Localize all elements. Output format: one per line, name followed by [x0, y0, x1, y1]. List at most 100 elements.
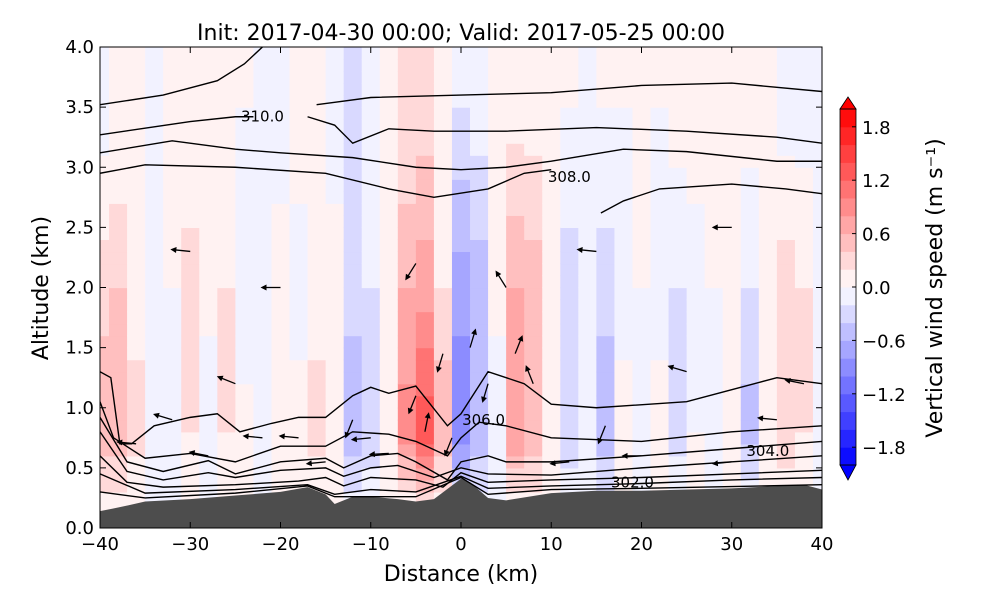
- field-cell: [343, 119, 363, 132]
- field-cell: [163, 191, 182, 204]
- field-cell: [704, 347, 724, 361]
- field-cell: [668, 371, 688, 385]
- field-cell: [596, 227, 616, 240]
- field-cell: [325, 323, 345, 337]
- field-cell: [397, 443, 417, 457]
- field-cell: [794, 299, 814, 313]
- field-cell: [181, 383, 200, 397]
- theta-contour-line: [100, 370, 822, 445]
- field-cell: [650, 107, 670, 120]
- colorbar: 1.81.20.60.0−0.6−1.2−1.8: [839, 96, 906, 481]
- field-cell: [524, 47, 543, 60]
- field-cell: [253, 299, 273, 313]
- wind-vector-head: [350, 436, 358, 443]
- field-cell: [740, 131, 760, 144]
- field-cell: [415, 275, 435, 289]
- field-cell: [379, 239, 399, 253]
- x-tick-label: 30: [720, 534, 743, 555]
- field-cell: [596, 395, 616, 409]
- field-cell: [722, 287, 742, 301]
- field-cell: [758, 119, 778, 132]
- field-cell: [470, 275, 489, 289]
- field-cell: [470, 71, 489, 84]
- field-cell: [614, 131, 634, 144]
- field-cell: [145, 299, 164, 313]
- colorbar-swatch: [840, 429, 856, 448]
- field-cell: [650, 395, 670, 409]
- field-cell: [686, 407, 706, 421]
- field-cell: [343, 95, 363, 108]
- field-cell: [163, 347, 182, 361]
- field-cell: [722, 71, 742, 84]
- wind-vector-head: [711, 460, 719, 467]
- field-cell: [794, 107, 814, 120]
- field-cell: [650, 431, 670, 445]
- field-cell: [812, 479, 822, 493]
- field-cell: [722, 323, 742, 337]
- field-cell: [235, 239, 255, 253]
- field-cell: [506, 107, 525, 120]
- wind-vector: [216, 375, 236, 385]
- field-cell: [145, 95, 164, 108]
- field-cell: [163, 203, 182, 216]
- field-cell: [560, 371, 579, 385]
- field-cell: [145, 71, 164, 84]
- colorbar-swatch: [840, 393, 856, 413]
- field-cell: [614, 179, 634, 192]
- field-cell: [668, 131, 688, 144]
- field-cell: [470, 179, 489, 192]
- field-cell: [560, 263, 579, 277]
- field-cell: [794, 443, 814, 457]
- theta-contour-line: [100, 140, 822, 171]
- field-cell: [361, 359, 381, 373]
- field-cell: [506, 311, 525, 325]
- field-cell: [506, 347, 525, 361]
- field-cell: [812, 395, 822, 409]
- field-cell: [343, 71, 363, 84]
- field-cell: [217, 347, 236, 361]
- field-cell: [451, 371, 471, 385]
- field-cell: [343, 419, 363, 433]
- field-cell: [109, 83, 128, 96]
- field-cell: [325, 419, 345, 433]
- field-cell: [758, 167, 778, 180]
- field-cell: [524, 215, 543, 228]
- field-cell: [253, 311, 273, 325]
- field-cell: [181, 95, 200, 108]
- field-cell: [704, 323, 724, 337]
- field-cell: [433, 191, 453, 204]
- field-cell: [415, 179, 435, 192]
- field-cell: [451, 155, 471, 168]
- colorbar-swatch: [840, 215, 856, 235]
- field-cell: [776, 107, 796, 120]
- contour-label: 310.0: [241, 108, 284, 126]
- field-cell: [488, 407, 507, 421]
- field-cell: [758, 191, 778, 204]
- field-cell: [542, 239, 561, 253]
- field-cell: [704, 311, 724, 325]
- theta-contour-line: [600, 183, 822, 214]
- field-cell: [343, 371, 363, 385]
- field-cell: [776, 203, 796, 216]
- field-cell: [488, 215, 507, 228]
- field-cell: [542, 371, 561, 385]
- field-cell: [632, 251, 652, 265]
- field-cell: [307, 443, 327, 457]
- field-cell: [289, 251, 309, 265]
- field-cell: [217, 359, 236, 373]
- field-cell: [812, 323, 822, 337]
- field-cell: [722, 311, 742, 325]
- field-cell: [776, 83, 796, 96]
- field-cell: [397, 335, 417, 349]
- field-cell: [127, 155, 146, 168]
- field-cell: [704, 227, 724, 240]
- field-cell: [379, 299, 399, 313]
- field-cell: [632, 59, 652, 72]
- field-cell: [722, 47, 742, 60]
- field-cell: [217, 371, 236, 385]
- field-cell: [199, 395, 218, 409]
- field-cell: [289, 443, 309, 457]
- field-cell: [578, 395, 597, 409]
- field-cell: [542, 143, 561, 156]
- field-cell: [199, 47, 218, 60]
